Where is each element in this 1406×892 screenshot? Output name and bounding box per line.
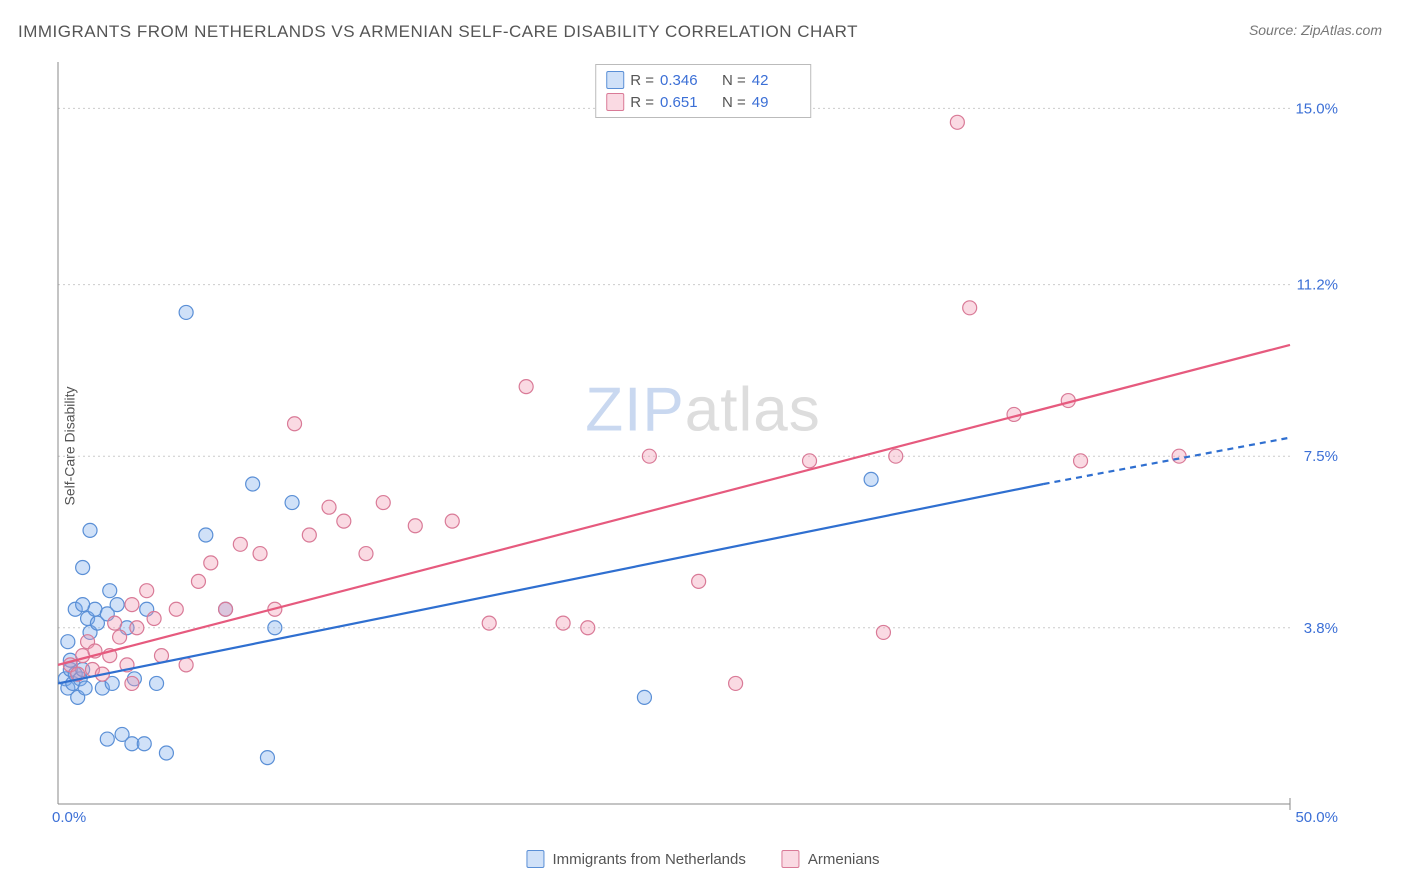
svg-text:50.0%: 50.0% [1295, 809, 1338, 822]
scatter-chart: 3.8% 7.5% 11.2% 15.0% 0.0% 50.0% [50, 62, 1340, 822]
legend-r-label: R = [630, 94, 654, 111]
legend-swatch-nl [606, 71, 624, 89]
source-name: ZipAtlas.com [1301, 22, 1382, 38]
chart-source: Source: ZipAtlas.com [1249, 22, 1382, 38]
legend-r-value-arm: 0.651 [660, 94, 708, 111]
legend-r-value-nl: 0.346 [660, 72, 708, 89]
legend-correlation: R = 0.346 N = 42 R = 0.651 N = 49 [595, 64, 811, 118]
chart-title: IMMIGRANTS FROM NETHERLANDS VS ARMENIAN … [18, 22, 858, 42]
legend-swatch-nl [526, 850, 544, 868]
chart-area: 3.8% 7.5% 11.2% 15.0% 0.0% 50.0% [50, 62, 1340, 822]
legend-series-arm: Armenians [782, 850, 880, 868]
legend-series: Immigrants from Netherlands Armenians [526, 850, 879, 868]
legend-series-nl: Immigrants from Netherlands [526, 850, 745, 868]
svg-text:11.2%: 11.2% [1297, 277, 1338, 294]
source-label: Source: [1249, 22, 1297, 38]
svg-text:15.0%: 15.0% [1295, 100, 1338, 117]
svg-text:0.0%: 0.0% [52, 809, 86, 822]
svg-text:7.5%: 7.5% [1304, 448, 1338, 465]
legend-r-label: R = [630, 72, 654, 89]
legend-n-value-arm: 49 [752, 94, 800, 111]
legend-swatch-arm [782, 850, 800, 868]
legend-n-label: N = [722, 72, 746, 89]
legend-n-label: N = [722, 94, 746, 111]
legend-row-nl: R = 0.346 N = 42 [606, 69, 800, 91]
legend-series-label-nl: Immigrants from Netherlands [552, 851, 745, 868]
legend-row-arm: R = 0.651 N = 49 [606, 91, 800, 113]
legend-swatch-arm [606, 93, 624, 111]
legend-n-value-nl: 42 [752, 72, 800, 89]
legend-series-label-arm: Armenians [808, 851, 880, 868]
svg-text:3.8%: 3.8% [1304, 620, 1338, 637]
